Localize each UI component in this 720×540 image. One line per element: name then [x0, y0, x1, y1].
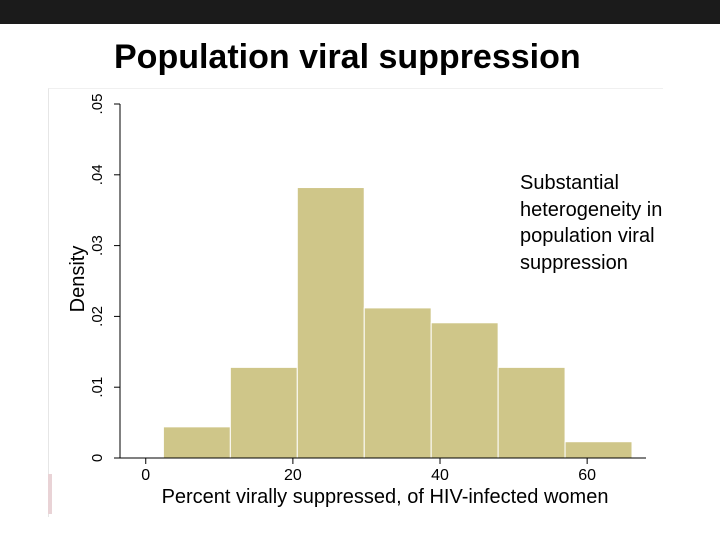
- annotation-text: Substantial heterogeneity in population …: [520, 170, 715, 276]
- y-tick-label: .03: [89, 235, 106, 256]
- annotation-line: population viral: [520, 225, 655, 247]
- histogram-bar: [363, 307, 432, 459]
- annotation-line: heterogeneity in: [520, 198, 663, 221]
- histogram-bar: [296, 187, 365, 459]
- histogram-bar: [162, 426, 231, 459]
- x-tick-label: 20: [284, 467, 302, 484]
- y-tick-label: .04: [89, 164, 106, 185]
- histogram-bar: [497, 366, 566, 459]
- slide-title: Population viral suppression: [114, 38, 581, 76]
- histogram-bar: [430, 322, 499, 459]
- y-tick-label: .01: [89, 377, 106, 398]
- annotation-line: suppression: [520, 251, 628, 274]
- y-axis-label: Density: [67, 246, 89, 313]
- top-banner-bar: [0, 0, 720, 24]
- axes-layer: 0 .01 .02 .03 .04 .05 0 20 40 60: [89, 94, 646, 484]
- histogram-bar: [564, 441, 633, 459]
- panel-edge-accent: [48, 474, 52, 514]
- y-tick-label: 0: [89, 454, 106, 462]
- annotation-line: Substantial: [520, 172, 619, 194]
- x-tick-label: 40: [431, 467, 449, 484]
- x-tick-label: 60: [578, 467, 596, 484]
- histogram-bar: [229, 366, 298, 459]
- y-tick-label: .02: [89, 306, 106, 327]
- y-tick-label: .05: [89, 94, 106, 115]
- x-axis-label: Percent virally suppressed, of HIV-infec…: [162, 486, 609, 508]
- x-tick-label: 0: [141, 467, 150, 484]
